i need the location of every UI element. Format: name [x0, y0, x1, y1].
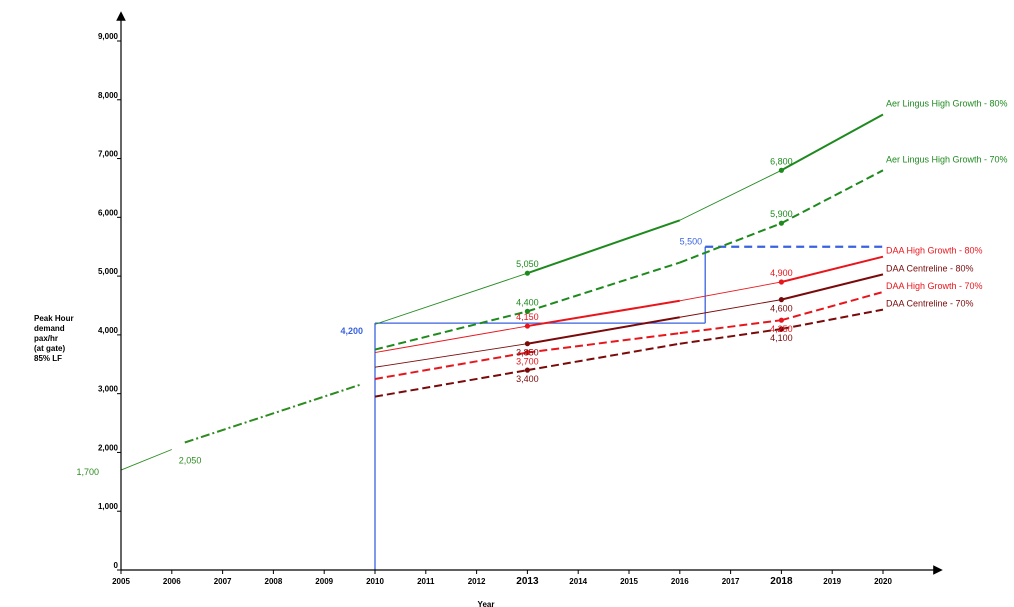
series-name-4: DAA High Growth - 70%: [886, 281, 983, 291]
y-tick-label-6: 6,000: [98, 208, 119, 217]
historical-label-2050: 2,050: [179, 456, 202, 466]
series-0-segment-0: [374, 272, 528, 325]
series-3-label-1: 4,600: [770, 304, 793, 314]
series-3-segment-0: [374, 343, 528, 368]
historical-line-solid: [120, 449, 172, 471]
series-layer: [120, 113, 884, 471]
x-tick-label-4: 2009: [315, 577, 333, 586]
series-1-segment-1: [527, 261, 681, 313]
series-0-label-0: 5,050: [516, 259, 539, 269]
y-tick-label-4: 4,000: [98, 326, 119, 335]
y-axis-title-line-2: pax/hr: [34, 334, 58, 343]
series-4-label-0: 3,700: [516, 357, 539, 367]
reference-lines: [374, 245, 883, 570]
series-2-label-1: 4,900: [770, 268, 793, 278]
x-tick-label-10: 2015: [620, 577, 638, 586]
x-tick-label-5: 2010: [366, 577, 384, 586]
series-3-segment-3: [781, 273, 884, 301]
series-0-segment-1: [527, 219, 681, 275]
x-tick-label-15: 2020: [874, 577, 892, 586]
y-tick-label-8: 8,000: [98, 91, 119, 100]
ref-label-4200: 4,200: [340, 326, 363, 336]
x-tick-label-14: 2019: [823, 577, 841, 586]
series-1-segment-3: [780, 169, 884, 225]
series-3-label-0: 3,850: [516, 348, 539, 358]
x-tick-label-6: 2011: [417, 577, 435, 586]
series-2-segment-1: [527, 299, 680, 328]
historical-line-dashdot: [184, 383, 361, 444]
series-1-label-1: 5,900: [770, 209, 793, 219]
series-4-marker-1: [778, 317, 785, 323]
series-4-segment-3: [781, 291, 884, 322]
y-tick-label-5: 5,000: [98, 267, 119, 276]
series-5-segment-0: [374, 369, 528, 398]
series-4-segment-2: [679, 319, 782, 335]
y-axis-title-line-0: Peak Hour: [34, 314, 74, 323]
series-name-5: DAA Centreline - 70%: [886, 299, 974, 309]
series-0-marker-0: [524, 270, 531, 276]
x-tick-label-13: 2018: [770, 576, 793, 587]
historical-label-1700: 1,700: [76, 467, 99, 477]
y-axis-title-line-3: (at gate): [34, 344, 65, 353]
series-2-segment-3: [781, 255, 884, 283]
series-4-segment-1: [527, 332, 680, 354]
x-tick-label-3: 2008: [265, 577, 283, 586]
labels: 4,200 5,500 1,700 2,050 5,050 6,800 Aer Lingus…: [76, 98, 1007, 477]
series-5-label-0: 3,400: [516, 374, 539, 384]
series-2-label-0: 4,150: [516, 312, 539, 322]
axes: 0 1,000 2,000 3,000 4,000 5,000 6,000 7,000 8,00…: [34, 11, 943, 607]
series-0-segment-2: [679, 169, 782, 221]
series-0-segment-3: [780, 113, 884, 172]
series-name-0: Aer Lingus High Growth - 80%: [886, 98, 1008, 108]
series-2-segment-2: [679, 281, 782, 302]
series-3-segment-2: [679, 299, 782, 318]
series-0-label-1: 6,800: [770, 156, 793, 166]
series-3-marker-1: [778, 297, 785, 303]
series-0-marker-1: [778, 167, 785, 173]
x-tick-label-9: 2014: [569, 577, 587, 586]
series-4-label-1: 4,250: [770, 324, 793, 334]
series-1-label-0: 4,400: [516, 297, 539, 307]
series-5-label-1: 4,100: [770, 333, 793, 343]
series-5-segment-2: [679, 328, 782, 345]
y-tick-label-1: 1,000: [98, 502, 119, 511]
series-3-segment-1: [527, 316, 680, 345]
y-tick-label-9: 9,000: [98, 32, 119, 41]
y-tick-label-7: 7,000: [98, 150, 119, 159]
series-5-segment-3: [781, 308, 884, 330]
x-tick-label-0: 2005: [112, 577, 130, 586]
series-name-3: DAA Centreline - 80%: [886, 263, 974, 273]
series-4-marker-0: [524, 349, 531, 356]
series-name-1: Aer Lingus High Growth - 70%: [886, 154, 1008, 164]
x-tick-label-7: 2012: [468, 577, 486, 586]
x-axis-title: Year: [478, 600, 495, 607]
series-name-2: DAA High Growth - 80%: [886, 246, 983, 256]
series-2-marker-1: [778, 279, 785, 285]
series-5-marker-0: [524, 367, 531, 373]
series-1-segment-2: [679, 222, 782, 264]
series-5-marker-1: [778, 326, 785, 332]
ref-label-5500: 5,500: [680, 237, 703, 247]
x-tick-label-1: 2006: [163, 577, 181, 586]
y-tick-label-0: 0: [114, 561, 119, 570]
x-tick-label-12: 2017: [722, 577, 740, 586]
series-4-segment-0: [374, 351, 528, 380]
series-1-segment-0: [374, 310, 528, 351]
y-tick-label-2: 2,000: [98, 443, 119, 452]
series-1-marker-1: [778, 220, 785, 226]
y-axis-title-line-1: demand: [34, 324, 65, 333]
series-3-marker-0: [524, 341, 531, 347]
series-5-segment-1: [527, 342, 680, 372]
x-tick-label-11: 2016: [671, 577, 689, 586]
series-1-marker-0: [524, 308, 531, 314]
series-2-marker-0: [524, 323, 531, 329]
y-axis-title-line-4: 85% LF: [34, 354, 62, 363]
x-tick-label-8: 2013: [516, 576, 539, 587]
y-tick-label-3: 3,000: [98, 385, 119, 394]
x-tick-label-2: 2007: [214, 577, 232, 586]
series-2-segment-0: [374, 325, 528, 353]
